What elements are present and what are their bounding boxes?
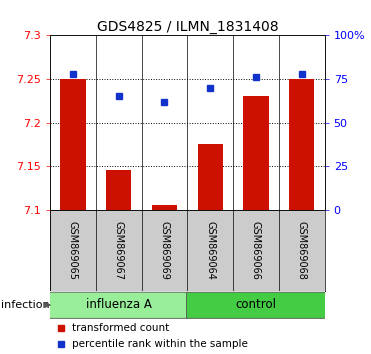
Text: GSM869068: GSM869068 bbox=[297, 221, 307, 280]
Title: GDS4825 / ILMN_1831408: GDS4825 / ILMN_1831408 bbox=[96, 21, 278, 34]
Bar bbox=[198, 144, 223, 210]
Bar bbox=[289, 79, 314, 210]
Bar bbox=[243, 96, 269, 210]
Text: percentile rank within the sample: percentile rank within the sample bbox=[72, 339, 248, 349]
FancyBboxPatch shape bbox=[49, 292, 188, 318]
Text: control: control bbox=[236, 298, 276, 312]
Text: GSM869064: GSM869064 bbox=[205, 221, 215, 280]
Text: infection: infection bbox=[0, 300, 49, 310]
Text: transformed count: transformed count bbox=[72, 323, 169, 333]
Bar bbox=[60, 79, 86, 210]
Text: GSM869066: GSM869066 bbox=[251, 221, 261, 280]
Text: GSM869069: GSM869069 bbox=[160, 221, 170, 280]
Text: GSM869067: GSM869067 bbox=[114, 221, 124, 280]
FancyBboxPatch shape bbox=[187, 292, 325, 318]
Bar bbox=[152, 205, 177, 210]
Text: influenza A: influenza A bbox=[86, 298, 152, 312]
Bar bbox=[106, 171, 131, 210]
Text: GSM869065: GSM869065 bbox=[68, 221, 78, 280]
